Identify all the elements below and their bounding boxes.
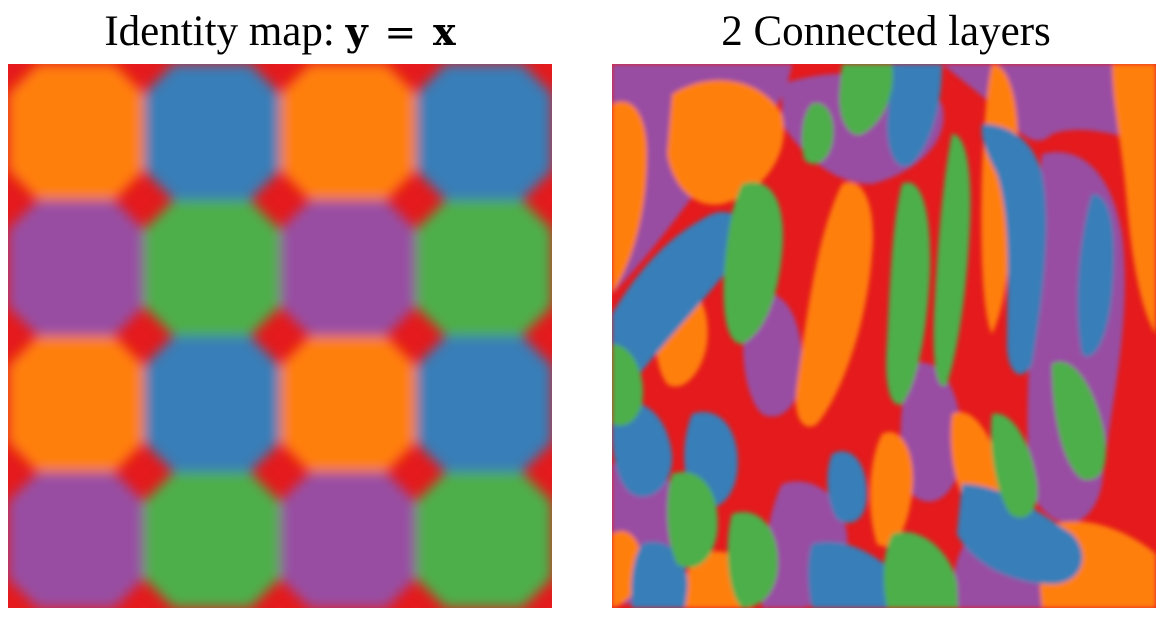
identity-cell-orange bbox=[8, 336, 144, 472]
identity-cell-green bbox=[144, 200, 280, 336]
connected-layers-image bbox=[612, 64, 1156, 608]
connected-layers-title: 2 Connected layers bbox=[721, 8, 1051, 55]
identity-cell-purple bbox=[280, 200, 416, 336]
identity-cell-blue bbox=[144, 336, 280, 472]
region-green bbox=[933, 134, 971, 386]
region-blue bbox=[612, 212, 743, 392]
region-green bbox=[839, 64, 893, 135]
region-green bbox=[991, 413, 1038, 518]
identity-cell-green bbox=[416, 200, 552, 336]
region-blue bbox=[957, 484, 1083, 584]
connected-layers-svg bbox=[612, 64, 1156, 608]
identity-cell-purple bbox=[8, 200, 144, 336]
title-var-x: x bbox=[433, 9, 456, 54]
region-green bbox=[1052, 362, 1106, 480]
region-green bbox=[727, 512, 778, 608]
region-blue bbox=[981, 124, 1047, 375]
title-equals: = bbox=[384, 10, 417, 54]
region-blue bbox=[631, 542, 688, 608]
title-prefix: Identity map: bbox=[104, 8, 335, 55]
identity-cell-blue bbox=[416, 336, 552, 472]
identity-map-image bbox=[8, 64, 552, 608]
identity-cell-orange bbox=[280, 64, 416, 200]
region-orange bbox=[795, 182, 873, 427]
region-orange bbox=[870, 432, 913, 547]
identity-cell-green bbox=[416, 472, 552, 608]
region-orange bbox=[667, 80, 784, 205]
identity-cell-green bbox=[144, 472, 280, 608]
identity-cell-orange bbox=[280, 336, 416, 472]
identity-cell-blue bbox=[144, 64, 280, 200]
region-blue bbox=[1077, 194, 1114, 357]
title-var-y: y bbox=[345, 9, 368, 54]
identity-cell-purple bbox=[280, 472, 416, 608]
region-green bbox=[802, 103, 834, 164]
region-blue bbox=[827, 451, 867, 523]
region-green bbox=[883, 532, 958, 608]
region-green bbox=[612, 344, 643, 426]
identity-cell-blue bbox=[416, 64, 552, 200]
region-green bbox=[886, 182, 931, 405]
identity-cell-orange bbox=[8, 64, 144, 200]
region-green bbox=[723, 182, 783, 344]
identity-map-svg bbox=[8, 64, 552, 608]
region-blue bbox=[612, 401, 673, 497]
identity-map-title: Identity map: y = x bbox=[0, 6, 560, 58]
region-orange bbox=[612, 101, 647, 294]
region-purple bbox=[900, 362, 962, 502]
region-blue bbox=[887, 64, 942, 167]
region-green bbox=[667, 472, 718, 568]
region-orange bbox=[1112, 64, 1156, 334]
identity-cell-purple bbox=[8, 472, 144, 608]
